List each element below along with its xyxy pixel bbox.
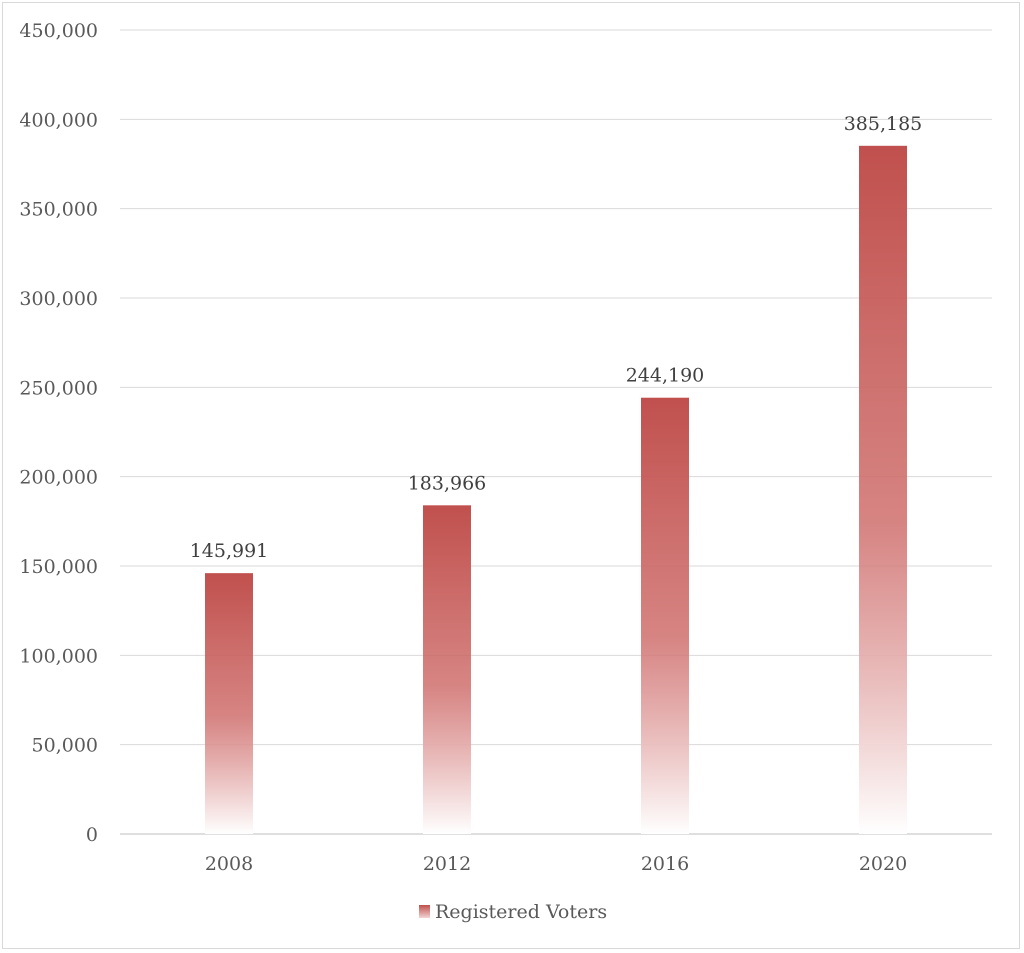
data-label-2020: 385,185 [844, 113, 923, 135]
y-tick-label: 100,000 [19, 645, 98, 667]
bar-2016 [641, 397, 689, 834]
y-tick-label: 200,000 [19, 467, 98, 489]
legend-swatch [419, 905, 430, 918]
y-tick-label: 0 [86, 824, 98, 846]
x-tick-label: 2016 [641, 853, 689, 875]
bar-2020 [859, 145, 907, 834]
y-tick-label: 450,000 [19, 20, 98, 42]
y-tick-label: 400,000 [19, 109, 98, 131]
data-label-2012: 183,966 [408, 472, 487, 494]
legend: Registered Voters [419, 901, 607, 923]
data-labels: 145,991 183,966 244,190 385,185 [190, 113, 923, 562]
data-label-2016: 244,190 [626, 365, 705, 387]
y-tick-label: 300,000 [19, 288, 98, 310]
data-label-2008: 145,991 [190, 540, 269, 562]
x-axis-tick-labels: 2008 2012 2016 2020 [205, 853, 907, 875]
legend-label: Registered Voters [435, 901, 607, 923]
y-tick-label: 350,000 [19, 199, 98, 221]
x-tick-label: 2012 [423, 853, 471, 875]
bar-2012 [423, 505, 471, 834]
y-axis-tick-labels: 0 50,000 100,000 150,000 200,000 250,000 300,0… [19, 20, 98, 846]
x-tick-label: 2020 [859, 853, 907, 875]
y-tick-label: 250,000 [19, 377, 98, 399]
gridlines [120, 29, 992, 835]
y-tick-label: 150,000 [19, 556, 98, 578]
bar-2008 [205, 573, 253, 834]
y-tick-label: 50,000 [32, 735, 98, 757]
x-tick-label: 2008 [205, 853, 253, 875]
bars [205, 145, 907, 834]
